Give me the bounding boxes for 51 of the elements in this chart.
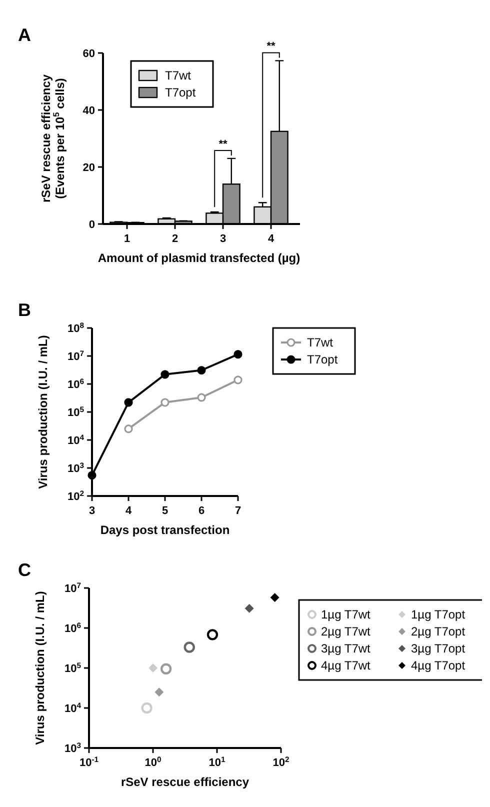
- legend-label: T7wt: [165, 68, 192, 82]
- x-tick-label: 4: [268, 233, 275, 245]
- chart-title: B: [18, 300, 31, 320]
- y-axis-title: Virus production (I.U. / mL): [33, 591, 47, 745]
- legend-label: T7wt: [307, 336, 334, 350]
- legend-label: 3µg T7opt: [411, 642, 466, 656]
- annotation: **: [218, 138, 228, 150]
- legend-label: 4µg T7opt: [411, 658, 466, 672]
- y-axis-title: Virus production (I.U. / mL): [36, 335, 50, 489]
- x-tick-label: 10$^{-1}$: [79, 754, 100, 769]
- legend-label: 4µg T7wt: [321, 658, 372, 672]
- y-tick-label: 10$^{3}$: [67, 460, 84, 475]
- x-tick-label: 3: [220, 233, 226, 245]
- legend-label: T7opt: [307, 352, 338, 366]
- y-tick-label: 40: [82, 105, 95, 117]
- chart-title: C: [18, 560, 31, 580]
- y-tick-label: 10$^{4}$: [64, 700, 82, 715]
- y-tick-label: 10$^{7}$: [67, 348, 84, 363]
- legend-label: 1µg T7opt: [411, 608, 466, 622]
- x-tick-label: 4: [125, 505, 132, 517]
- y-tick-label: 10$^{6}$: [67, 376, 84, 391]
- x-axis-title: Days post transfection: [100, 523, 230, 537]
- x-tick-label: 2: [172, 233, 178, 245]
- y-tick-label: 10$^{5}$: [67, 404, 85, 419]
- legend-label: 2µg T7opt: [411, 624, 466, 638]
- legend-label: 2µg T7wt: [321, 624, 372, 638]
- legend-label: 1µg T7wt: [321, 608, 372, 622]
- y-tick-label: 20: [82, 162, 95, 174]
- x-tick-label: 3: [88, 505, 96, 517]
- x-tick-label: 5: [162, 505, 168, 517]
- x-axis-title: Amount of plasmid transfected (µg): [98, 251, 300, 265]
- x-tick-label: 10$^{0}$: [144, 754, 162, 769]
- y-tick-label: 10$^{8}$: [67, 320, 85, 335]
- x-tick-label: 10$^{1}$: [208, 754, 226, 769]
- x-tick-label: 1: [124, 233, 130, 245]
- x-tick-label: 7: [234, 505, 242, 517]
- y-tick-label: 10$^{4}$: [67, 432, 85, 447]
- x-axis-title: rSeV rescue efficiency: [120, 775, 250, 789]
- y-tick-label: 10$^{2}$: [67, 488, 84, 503]
- chart-title: A: [18, 25, 31, 45]
- x-tick-label: 10$^{2}$: [272, 754, 290, 769]
- legend-label: 3µg T7wt: [321, 642, 372, 656]
- y-tick-label: 60: [82, 48, 95, 60]
- y-tick-label: 10$^{5}$: [64, 660, 82, 675]
- x-tick-label: 6: [198, 505, 205, 517]
- y-tick-label: 10$^{7}$: [64, 580, 81, 595]
- y-tick-label: 10$^{6}$: [64, 620, 81, 635]
- annotation: **: [266, 40, 276, 53]
- y-tick-label: 0: [88, 219, 95, 231]
- legend-label: T7opt: [165, 86, 196, 100]
- y-tick-label: 10$^{3}$: [64, 740, 81, 755]
